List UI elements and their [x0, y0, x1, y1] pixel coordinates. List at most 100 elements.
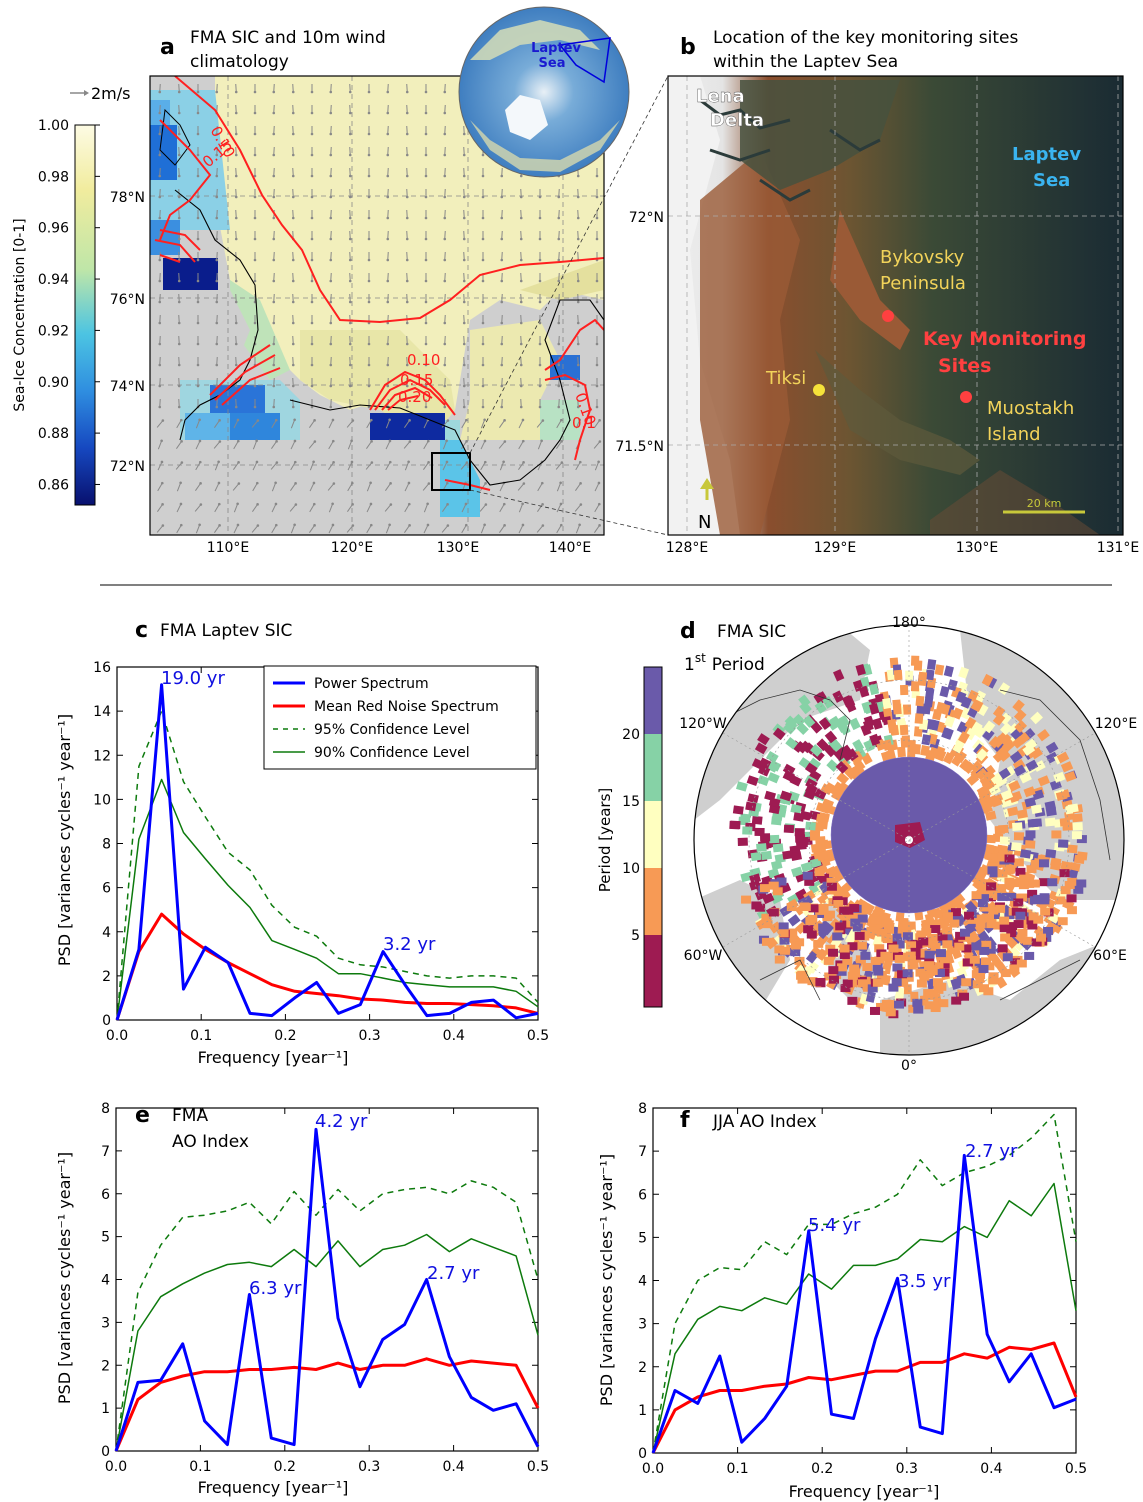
wind-vector-head — [256, 503, 259, 506]
wind-vector-head — [386, 111, 390, 115]
period-cell — [757, 733, 770, 746]
wind-vector-head — [348, 153, 352, 157]
wind-vector-head — [367, 258, 371, 262]
wind-vector-head — [481, 405, 485, 409]
wind-vector-head — [541, 524, 545, 527]
wind-vector — [499, 482, 505, 492]
wind-vector-head — [445, 439, 448, 443]
wind-vector-head — [500, 237, 504, 241]
wind-vector-head — [519, 342, 523, 346]
wind-vector — [499, 420, 505, 428]
inset-label-line1: Laptev — [531, 41, 581, 56]
period-cell — [828, 975, 839, 984]
power-spectrum-line — [114, 1127, 540, 1452]
wind-vector — [537, 504, 543, 512]
wind-vector-head — [443, 363, 447, 367]
wind-vector-head — [405, 90, 409, 94]
wind-vector-head — [481, 363, 485, 367]
period-cell — [1013, 709, 1027, 723]
period-cell — [913, 1005, 924, 1014]
wind-vector-head — [541, 419, 545, 422]
lon-label: 131°E — [1097, 540, 1140, 556]
y-tick-label: 0 — [102, 1013, 111, 1029]
period-cell — [818, 812, 830, 823]
period-cell — [826, 759, 840, 772]
wind-vector — [233, 524, 239, 534]
period-cell — [771, 816, 782, 826]
period-cell — [1012, 758, 1026, 772]
period-cell — [806, 930, 817, 939]
period-cell — [847, 996, 858, 1005]
wind-vector-head — [217, 481, 221, 485]
bykovsky-label-line2: Peninsula — [880, 273, 966, 294]
period-cell — [1010, 842, 1022, 852]
period-cell — [991, 853, 1002, 862]
wind-vector-head — [483, 418, 486, 422]
lat-label: 71.5°N — [615, 439, 664, 455]
period-cell — [802, 715, 816, 728]
tiksi-marker — [813, 384, 825, 396]
wind-vector-head — [598, 419, 601, 422]
wind-vector — [518, 503, 524, 513]
wind-vector-head — [177, 279, 181, 283]
period-cell — [836, 772, 850, 785]
wind-vector — [366, 503, 372, 513]
period-cell — [982, 720, 996, 734]
period-cell — [1076, 879, 1087, 888]
wind-vector-head — [405, 132, 409, 136]
wind-vector-head — [291, 363, 295, 367]
wind-vector-head — [559, 418, 563, 422]
wind-vector — [480, 483, 486, 491]
wind-vector-head — [443, 153, 447, 157]
wind-vector-head — [293, 439, 297, 443]
wind-vector-head — [424, 90, 428, 94]
wind-vector-head — [462, 237, 466, 241]
wind-vector-head — [595, 342, 599, 346]
wind-vector — [214, 503, 220, 513]
period-cell — [999, 836, 1011, 845]
wind-vector — [309, 420, 315, 428]
wind-vector-head — [351, 419, 355, 422]
wind-vector-head — [350, 481, 354, 485]
period-cell — [932, 978, 943, 987]
wind-vector — [461, 503, 467, 513]
period-cell — [803, 925, 814, 934]
y-tick-label: 16 — [93, 660, 111, 676]
wind-vector-head — [237, 482, 241, 485]
wind-vector-head — [595, 216, 599, 220]
wind-vector-head — [177, 342, 181, 346]
period-cell — [1004, 854, 1015, 863]
wind-vector-head — [557, 342, 561, 346]
wind-vector-head — [291, 174, 295, 178]
period-cell — [872, 717, 883, 730]
wind-vector — [346, 525, 354, 533]
period-cell — [843, 695, 856, 708]
wind-vector-head — [405, 174, 409, 178]
wind-vector — [328, 419, 334, 429]
period-cell — [1030, 747, 1043, 760]
wind-vector — [157, 504, 163, 512]
period-cell — [951, 707, 964, 720]
lat-label: 74°N — [110, 379, 145, 395]
period-cell — [935, 949, 946, 958]
period-cell — [759, 884, 770, 893]
chart-f-ylabel: PSD [variances cycles⁻¹ year⁻¹] — [597, 1154, 616, 1406]
period-cell — [939, 955, 950, 964]
period-cell — [916, 979, 927, 988]
period-cell — [784, 715, 798, 729]
period-cell — [931, 907, 943, 920]
period-cell — [768, 797, 781, 808]
period-cell — [990, 772, 1003, 785]
lon-label: 128°E — [666, 540, 709, 556]
period-cell — [1017, 732, 1031, 745]
wind-vector-head — [578, 418, 581, 422]
period-cell — [769, 834, 780, 844]
period-cell — [749, 873, 762, 884]
wind-vector-head — [559, 502, 563, 506]
period-cell — [912, 940, 923, 949]
y-tick-label: 7 — [638, 1144, 647, 1160]
wind-vector-head — [538, 237, 542, 241]
period-cell — [869, 703, 880, 715]
wind-vector-head — [177, 132, 181, 136]
period-cell — [794, 956, 805, 965]
